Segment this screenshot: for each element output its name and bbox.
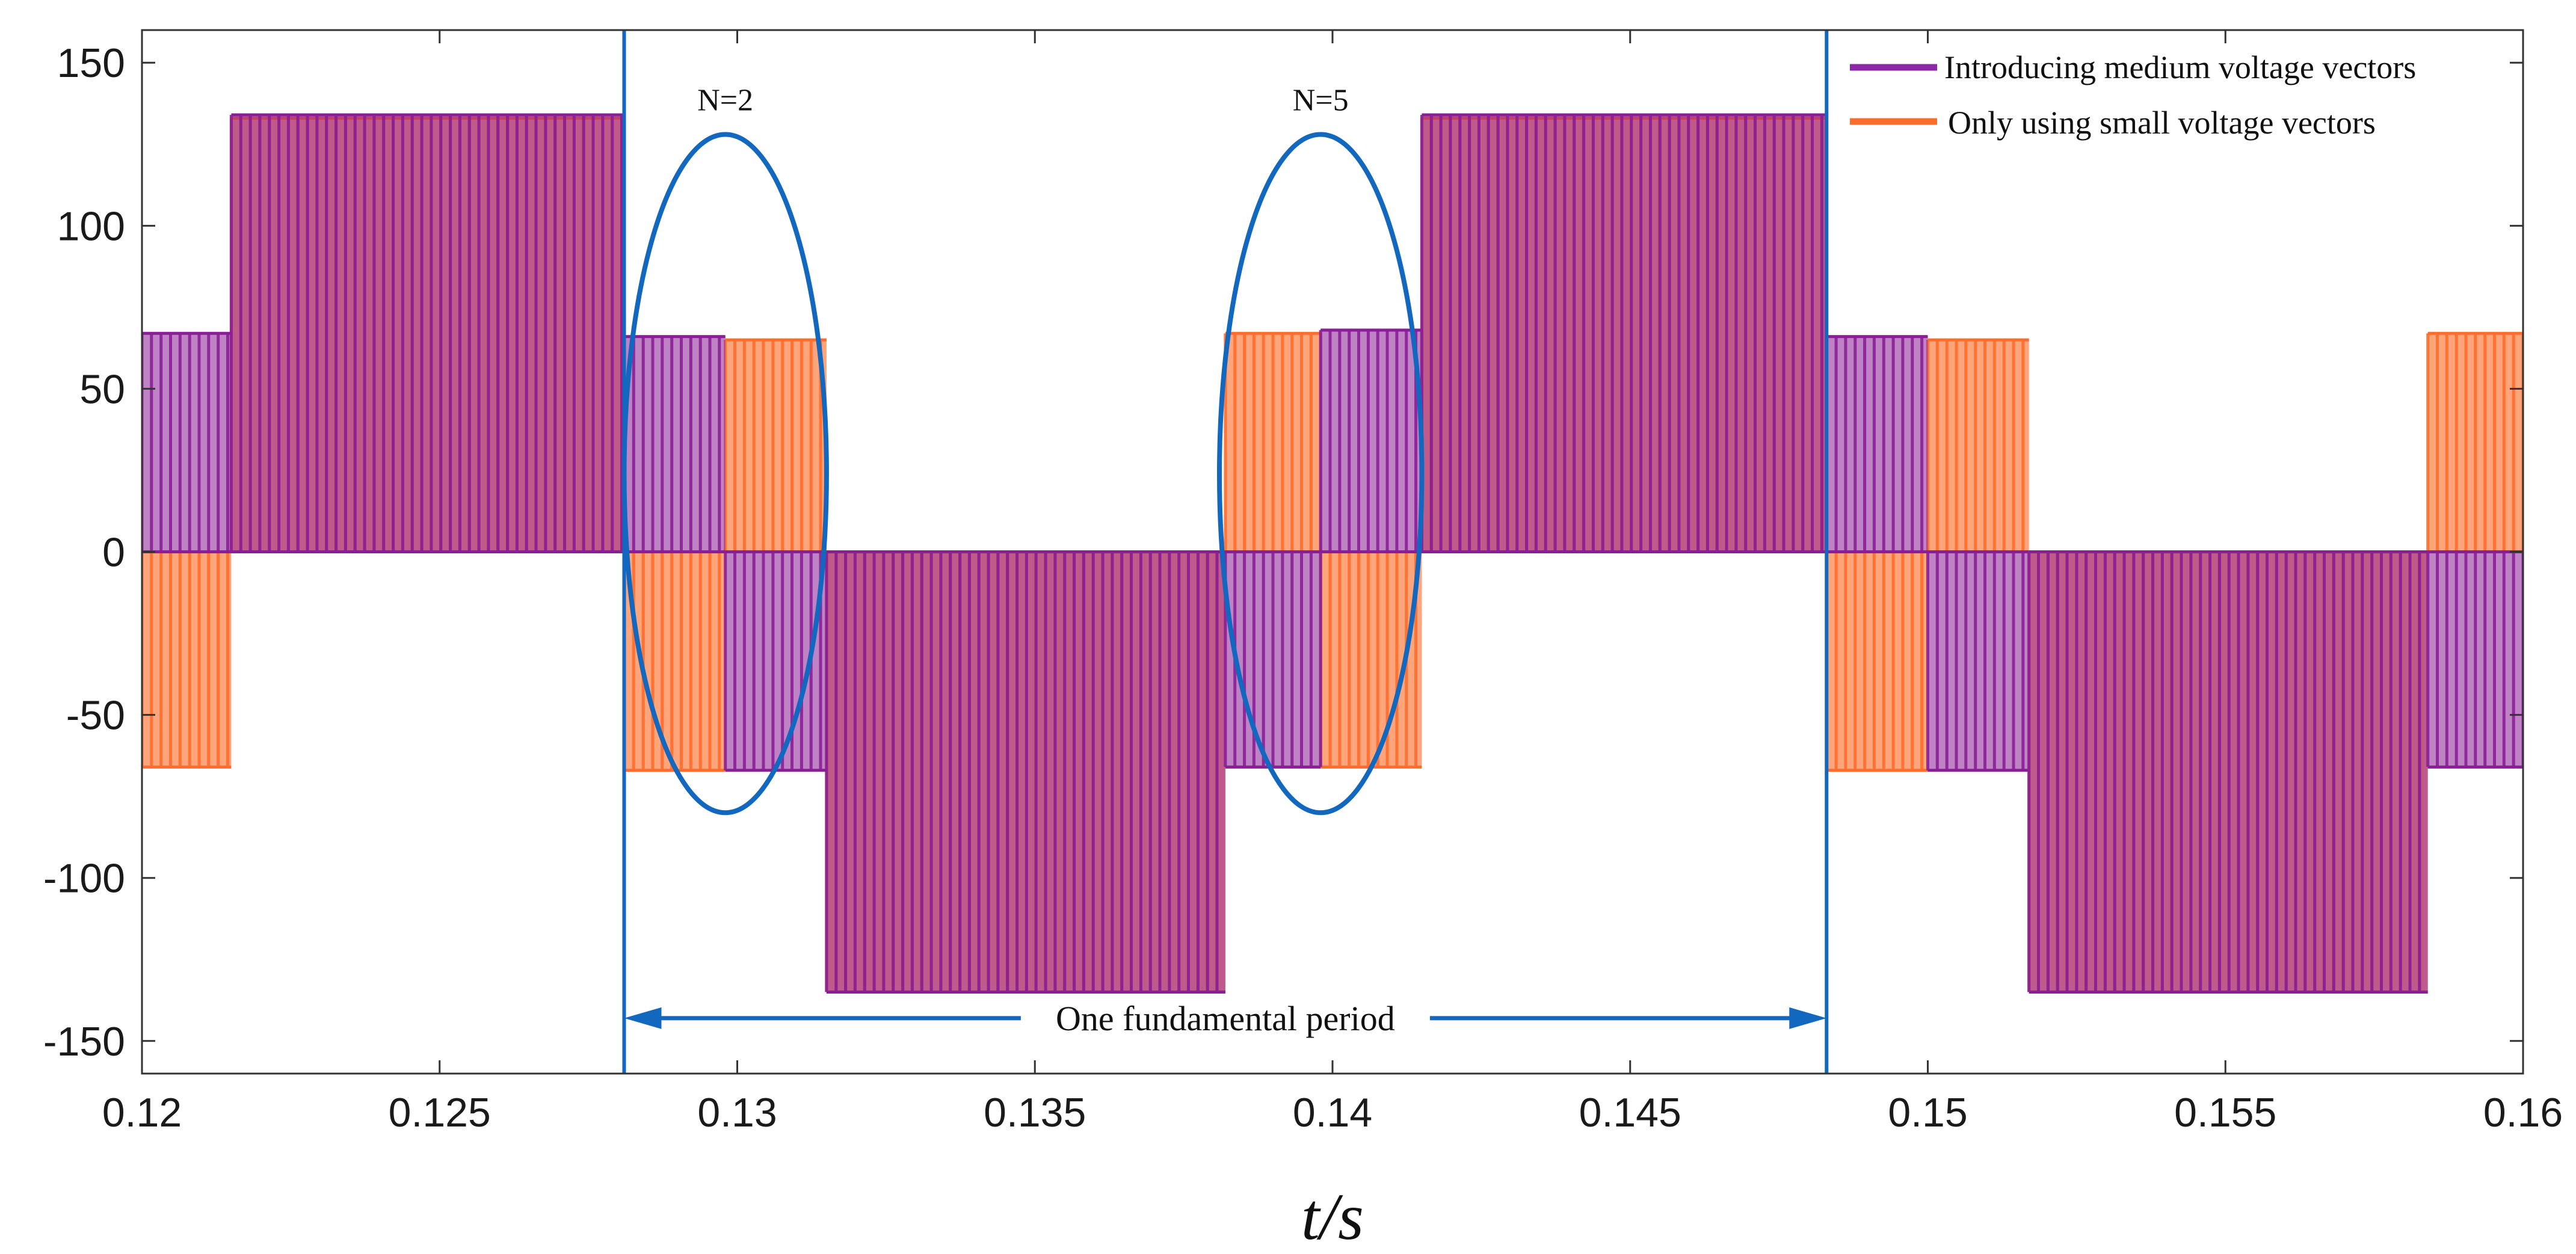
annotation-layer: N=2 N=5 One fundamental period — [621, 30, 1829, 1074]
x-tick-label: 0.13 — [697, 1090, 777, 1136]
x-tick-label: 0.155 — [2174, 1090, 2276, 1136]
segment-band — [142, 333, 232, 552]
highlight-ellipse — [1216, 132, 1425, 816]
pulse-lines — [1926, 552, 2025, 770]
y-tick-label: -100 — [43, 856, 125, 902]
legend-label-small: Only using small voltage vectors — [1948, 105, 2376, 141]
pulse-lines — [142, 552, 229, 767]
x-tick-label: 0.12 — [102, 1090, 182, 1136]
legend-label-medium: Introducing medium voltage vectors — [1944, 49, 2416, 85]
y-tick-label: 0 — [102, 530, 125, 576]
series-layer — [142, 113, 2523, 994]
x-axis-label: t/s — [1301, 1180, 1364, 1253]
pulse-lines — [1224, 333, 1322, 552]
axis-layer: 0.12 0.125 0.13 0.135 0.14 0.145 0.15 0.155 0.16… — [43, 30, 2563, 1136]
pulse-lines — [825, 552, 1219, 992]
y-tick-label: 100 — [57, 203, 125, 249]
segment-band — [142, 552, 232, 767]
period-arrow-head-left — [624, 1007, 662, 1029]
pulse-lines — [2426, 552, 2523, 767]
y-tick-label: -50 — [66, 693, 125, 739]
y-tick-label: -150 — [43, 1019, 125, 1065]
x-tick-label: 0.16 — [2483, 1090, 2563, 1136]
x-tick-label: 0.14 — [1293, 1090, 1372, 1136]
series-medium-vectors — [142, 113, 2523, 994]
period-label: One fundamental period — [1056, 999, 1395, 1038]
y-tick-label: 150 — [57, 40, 125, 86]
x-tick-label: 0.15 — [1888, 1090, 1967, 1136]
pulse-lines — [142, 333, 229, 552]
x-tick-label: 0.125 — [389, 1090, 491, 1136]
pulse-lines — [1319, 330, 1417, 552]
x-tick-label: 0.145 — [1579, 1090, 1681, 1136]
pulse-lines — [2027, 552, 2421, 992]
y-tick-label: 50 — [79, 366, 125, 412]
pulse-lines — [2426, 333, 2523, 552]
pulse-lines — [229, 115, 623, 552]
pulse-lines — [1420, 115, 1823, 552]
ellipse-label: N=2 — [697, 84, 753, 118]
period-arrow-head-right — [1789, 1007, 1827, 1029]
highlight-ellipse — [621, 132, 829, 816]
ellipse-label: N=5 — [1293, 84, 1349, 118]
legend: Introducing medium voltage vectors Only … — [1850, 49, 2416, 141]
period-label-bg — [1020, 994, 1430, 1042]
x-tick-label: 0.135 — [984, 1090, 1086, 1136]
